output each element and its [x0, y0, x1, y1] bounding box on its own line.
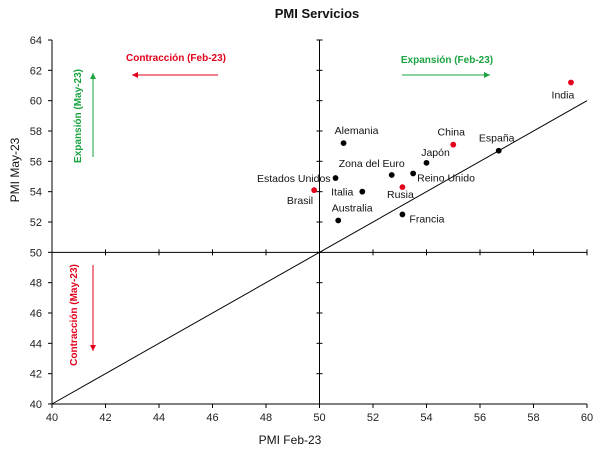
data-point — [388, 172, 395, 178]
data-point-label: España — [479, 133, 515, 145]
x-tick-label: 54 — [420, 412, 432, 424]
data-point-label: India — [552, 89, 575, 101]
data-point-label: Italia — [331, 187, 353, 199]
y-tick-label: 42 — [30, 369, 42, 381]
x-tick-label: 56 — [474, 412, 486, 424]
data-point — [423, 159, 430, 166]
y-tick-label: 64 — [30, 35, 42, 47]
data-point — [311, 187, 318, 194]
y-tick-label: 56 — [30, 156, 42, 168]
data-point-label: Rusia — [387, 189, 414, 201]
x-tick-label: 44 — [153, 412, 165, 424]
x-tick-label: 50 — [313, 412, 325, 424]
y-tick-label: 50 — [30, 247, 42, 259]
data-point-label: Japón — [421, 147, 450, 159]
x-tick-label: 60 — [581, 412, 593, 424]
x-tick-label: 42 — [99, 412, 111, 424]
x-tick-label: 48 — [260, 412, 272, 424]
x-tick-label: 40 — [46, 412, 58, 424]
annotation-expansion-feb: Expansión (Feb-23) — [401, 55, 493, 66]
x-axis-label: PMI Feb-23 — [259, 433, 322, 447]
chart-title: PMI Servicios — [275, 6, 360, 21]
data-point — [410, 170, 417, 177]
data-point — [332, 175, 339, 181]
x-tick-label: 58 — [527, 412, 539, 424]
data-point — [399, 211, 406, 218]
x-tick-label: 46 — [206, 412, 218, 424]
y-tick-label: 60 — [30, 96, 42, 108]
data-point-label: Zona del Euro — [339, 158, 405, 170]
data-point-label: Alemania — [335, 125, 379, 137]
y-tick-label: 52 — [30, 217, 42, 229]
data-point-label: Brasil — [287, 195, 313, 207]
data-point-label: Estados Unidos — [257, 173, 331, 185]
data-point-label: China — [438, 127, 466, 139]
arrow-expansion-feb-head — [484, 72, 490, 78]
annotation-contraction-feb: Contracción (Feb-23) — [126, 53, 226, 64]
annotation-contraction-may: Contracción (May-23) — [69, 264, 80, 366]
y-tick-label: 44 — [30, 338, 42, 350]
x-tick-label: 52 — [367, 412, 379, 424]
data-point — [340, 140, 347, 147]
arrow-expansion-may-head — [90, 73, 96, 79]
data-point — [568, 79, 574, 86]
y-tick-label: 40 — [30, 399, 42, 411]
data-point — [359, 188, 366, 195]
y-tick-label: 54 — [30, 187, 42, 199]
data-point-label: Australia — [332, 202, 373, 214]
data-point — [450, 141, 457, 148]
arrow-contraction-may-head — [90, 345, 96, 351]
y-tick-label: 48 — [30, 278, 42, 290]
annotation-expansion-may: Expansión (May-23) — [73, 69, 84, 163]
data-point-label: Reino Unido — [417, 172, 475, 184]
data-point — [399, 184, 406, 191]
data-point — [495, 147, 502, 154]
data-point-label: Francia — [409, 213, 444, 225]
arrow-contraction-feb-head — [132, 72, 138, 78]
y-tick-label: 62 — [30, 65, 42, 77]
y-tick-label: 46 — [30, 308, 42, 320]
y-axis-label: PMI May-23 — [8, 137, 22, 202]
y-tick-label: 58 — [30, 126, 42, 138]
data-point — [335, 217, 342, 224]
